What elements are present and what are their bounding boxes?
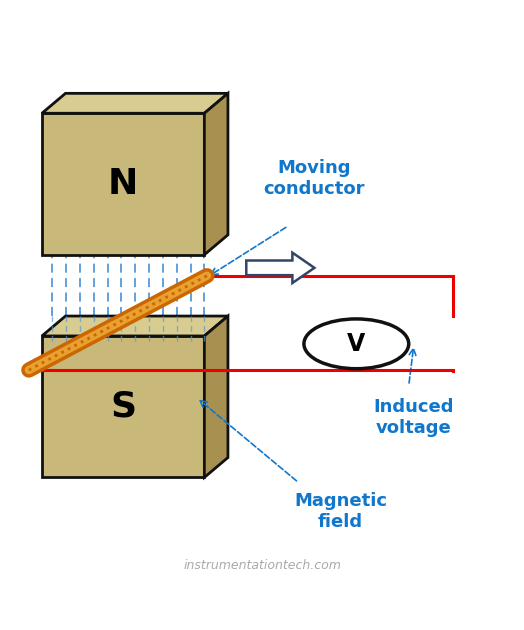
Polygon shape [42, 316, 228, 336]
Text: N: N [108, 167, 138, 201]
Ellipse shape [304, 319, 409, 369]
Polygon shape [204, 93, 228, 255]
Polygon shape [204, 316, 228, 478]
Polygon shape [42, 93, 228, 113]
Text: Magnetic
field: Magnetic field [294, 492, 387, 531]
Text: Induced
voltage: Induced voltage [374, 398, 454, 437]
Polygon shape [42, 113, 204, 255]
Text: instrumentationtech.com: instrumentationtech.com [183, 559, 341, 572]
Text: Moving
conductor: Moving conductor [264, 159, 365, 198]
FancyArrow shape [246, 253, 314, 283]
Polygon shape [42, 336, 204, 478]
Text: S: S [110, 390, 136, 424]
Text: V: V [347, 332, 365, 356]
